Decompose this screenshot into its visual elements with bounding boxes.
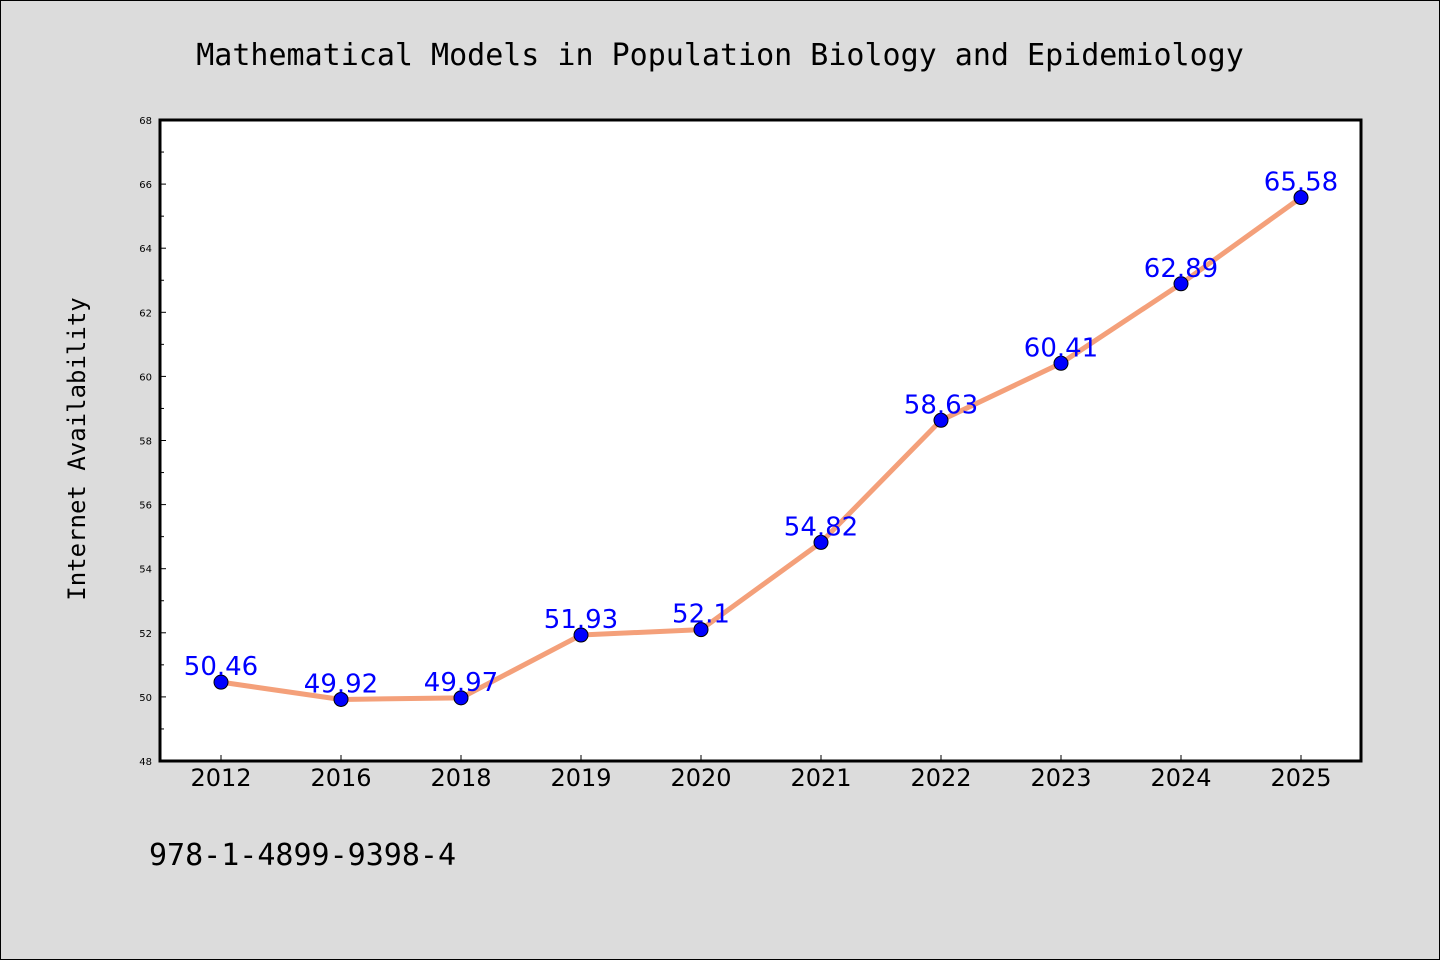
- y-tick-label: 56: [139, 501, 152, 512]
- y-tick-label: 58: [139, 437, 152, 448]
- y-tick-label: 66: [139, 180, 152, 191]
- data-label: 65.58: [1264, 168, 1338, 198]
- x-tick-label: 2012: [190, 764, 251, 792]
- y-tick-label: 48: [139, 757, 152, 768]
- y-tick-label: 64: [139, 244, 152, 255]
- data-label: 49.97: [424, 668, 498, 698]
- data-label: 51.93: [544, 605, 618, 635]
- x-tick-label: 2024: [1150, 764, 1211, 792]
- data-label: 58.63: [904, 390, 978, 420]
- x-axis: 2012 2016 2018 2019 2020 2021 2022 2023 2024 2025: [190, 755, 1332, 792]
- data-point: [1293, 190, 1309, 206]
- data-labels: 50.46 49.92 49.97 51.93 52.1 54.82 58.63 60.41 6…: [184, 168, 1338, 700]
- isbn-text: 978-1-4899-9398-4: [149, 838, 456, 873]
- x-tick-label: 2021: [790, 764, 851, 792]
- y-tick-label: 52: [139, 629, 152, 640]
- data-point: [693, 622, 709, 638]
- data-point: [333, 691, 349, 707]
- x-tick-label: 2018: [430, 764, 491, 792]
- x-tick-label: 2020: [670, 764, 731, 792]
- y-tick-label: 68: [139, 116, 152, 127]
- plot-area: [158, 118, 1363, 763]
- x-tick-label: 2022: [910, 764, 971, 792]
- data-label: 49.92: [304, 669, 378, 699]
- data-point: [213, 674, 229, 690]
- data-label: 50.46: [184, 652, 258, 682]
- data-label: 62.89: [1144, 254, 1218, 284]
- y-tick-label: 50: [139, 693, 152, 704]
- data-label: 52.1: [672, 600, 730, 630]
- data-point: [813, 534, 829, 550]
- x-tick-label: 2019: [550, 764, 611, 792]
- y-tick-label: 60: [139, 372, 152, 383]
- data-point: [1173, 276, 1189, 292]
- data-markers: [213, 190, 1309, 707]
- series-line: [220, 195, 1303, 702]
- y-axis: 48 50 52 54 56 58 60 62 64 66 68: [139, 116, 166, 768]
- x-tick-label: 2025: [1270, 764, 1331, 792]
- x-tick-label: 2023: [1030, 764, 1091, 792]
- data-point: [933, 412, 949, 428]
- data-point: [453, 690, 469, 706]
- data-label: 60.41: [1024, 333, 1098, 363]
- data-point: [573, 627, 589, 643]
- y-axis-label: Internet Availability: [63, 297, 91, 600]
- data-point: [1053, 355, 1069, 371]
- chart-title: Mathematical Models in Population Biolog…: [196, 38, 1244, 73]
- y-tick-label: 62: [139, 308, 152, 319]
- y-tick-label: 54: [139, 565, 152, 576]
- data-label: 54.82: [784, 512, 858, 542]
- x-tick-label: 2016: [310, 764, 371, 792]
